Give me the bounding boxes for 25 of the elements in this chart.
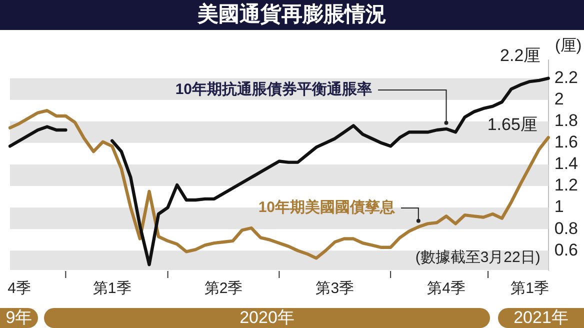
y-axis-title: (厘) [555, 37, 582, 54]
y-tick-label: 2 [554, 90, 564, 109]
annotation: (數據截至3月22日) [415, 249, 540, 266]
y-tick-label: 2.2 [554, 68, 578, 87]
chart-title: 美國通貨再膨脹情況 [0, 0, 584, 30]
y-tick-label: 1.8 [554, 111, 578, 130]
series-label: 10年期美國國債孳息 [258, 198, 396, 216]
text: 9年 [0, 308, 38, 328]
y-tick-label: 1.4 [554, 154, 578, 174]
x-tick-label: 第1季 [510, 280, 549, 298]
x-tick-label: 第4季 [427, 280, 466, 298]
data-label: 1.65厘 [487, 115, 538, 134]
y-tick-label: 1.6 [554, 132, 578, 152]
y-tick-label: 1 [554, 197, 564, 216]
text: 2020年 [44, 308, 490, 328]
data-label: 2.2厘 [500, 46, 541, 65]
y-tick-label: 1.2 [554, 176, 578, 195]
text: 2021年 [498, 308, 584, 328]
y-tick-label: 0.6 [554, 240, 578, 260]
x-tick-label: 第3季 [316, 280, 354, 298]
x-tick-label: 4季 [8, 280, 31, 298]
text: 10年期抗通脹債券平衡通脹率 [175, 80, 372, 98]
x-tick-label: 第1季 [92, 280, 132, 298]
x-tick-label: 第2季 [204, 280, 243, 298]
y-tick-label: 0.8 [554, 218, 578, 238]
